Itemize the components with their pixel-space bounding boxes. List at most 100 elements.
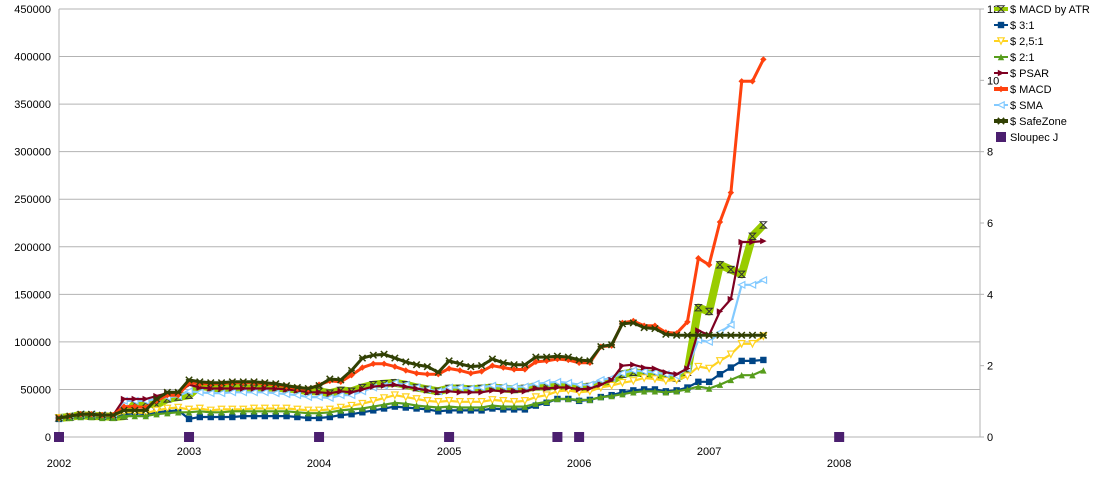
legend-swatch [996,132,1006,142]
marker-arrow-right [749,238,756,246]
legend-item: $ SafeZone [994,116,1067,128]
marker-diamond [575,359,583,367]
marker-triangle-up [695,383,702,390]
marker-diamond [521,366,529,373]
marker-triangle-left [282,390,291,399]
marker-star [87,410,96,418]
marker-arrow-right [575,386,583,393]
marker-hourglass [737,270,747,279]
marker-square [196,413,204,421]
marker-triangle-up [478,404,485,411]
marker-triangle-up [586,396,594,404]
y2-tick-label: 10 [987,75,999,87]
marker-square [240,412,247,420]
marker-square [445,407,453,414]
marker-star [217,379,226,387]
marker-triangle-down [499,397,508,406]
marker-triangle-up [684,386,691,393]
marker-star [347,366,356,375]
marker-arrow-right [521,388,529,395]
marker-arrow-right [662,369,670,376]
marker-triangle-left [617,369,627,378]
marker-star [629,319,638,327]
marker-star [607,341,616,349]
marker-triangle-left [704,337,713,347]
marker-diamond [164,391,171,399]
marker-arrow-right [380,382,388,389]
marker-star [163,388,172,397]
legend-item: Sloupec J [996,132,1058,144]
marker-square [705,378,713,386]
marker-square [294,413,301,421]
marker-arrow-right [435,389,442,396]
series-sloupec-j [54,432,845,442]
marker-star [597,342,605,351]
marker-arrow-right [608,376,615,384]
marker-triangle-up [131,412,139,420]
marker-triangle-up [716,381,724,388]
marker-star [456,360,464,368]
marker-triangle-up [619,391,626,398]
marker-triangle-up [565,395,572,403]
x-tick-label: 2003 [177,446,201,458]
y-tick-label: 150000 [14,289,51,301]
data-point [834,432,845,442]
marker-triangle-up [153,410,160,418]
marker-square [250,412,258,420]
marker-arrow-right [326,390,334,397]
marker-arrow-right [630,361,637,368]
marker-hourglass [693,303,703,312]
marker-diamond [586,359,594,367]
marker-star [282,381,291,390]
legend-label: $ MACD by ATR [1010,4,1090,16]
marker-triangle-up [185,409,193,416]
marker-square [337,411,344,419]
series-line [59,369,764,420]
marker-star [152,395,161,403]
marker-diamond [749,78,756,85]
marker-triangle-up [326,409,334,416]
marker-triangle-up [489,402,496,409]
marker-triangle-up [370,403,377,410]
marker-star [326,375,334,383]
data-point [444,432,455,442]
marker-arrow-right [359,386,366,393]
marker-triangle-down [542,391,551,400]
data-point [184,432,195,442]
marker-arrow-right [250,385,258,392]
marker-diamond [716,218,724,226]
marker-triangle-down [618,378,627,388]
data-point [314,432,325,442]
marker-square [749,357,756,365]
marker-triangle-down [715,357,725,366]
legend-item: $ 2:1 [994,52,1034,64]
marker-star [488,355,497,363]
marker-star [174,388,182,397]
y-tick-label: 50000 [20,384,51,396]
marker-arrow-right [500,388,507,395]
marker-triangle-up [283,408,290,415]
marker-arrow-right [760,237,767,245]
data-point [54,432,64,442]
y2-tick-label: 8 [987,147,993,159]
x-tick-label: 2008 [827,458,851,470]
marker-star [239,378,247,386]
marker-diamond [445,365,453,372]
marker-square [185,415,193,423]
marker-triangle-left [455,383,464,392]
marker-triangle-down [163,404,172,414]
y-tick-label: 300000 [14,147,51,159]
marker-arrow-right [695,327,702,334]
legend-item: $ SMA [994,100,1044,112]
marker-star [564,353,573,361]
y-tick-label: 250000 [14,194,51,206]
marker-triangle-down [726,350,736,359]
marker-triangle-down [704,364,714,374]
marker-diamond [705,261,713,269]
x-tick-label: 2007 [697,446,721,458]
marker-star [759,331,768,339]
marker-triangle-up [380,401,388,408]
marker-star [185,376,193,384]
marker-arrow-right [543,385,550,392]
marker-arrow-right [597,381,605,388]
